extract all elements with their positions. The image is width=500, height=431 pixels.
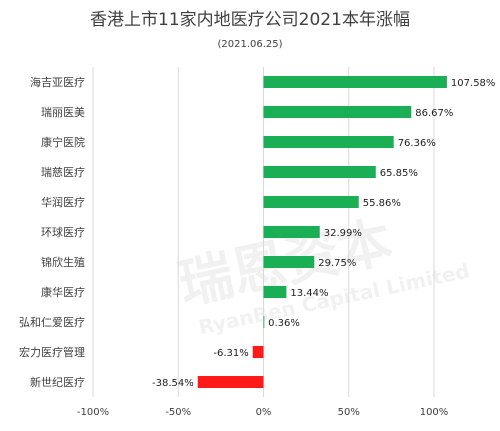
x-tick-label: -100% bbox=[77, 407, 109, 418]
bars bbox=[197, 76, 447, 388]
category-label: 新世纪医疗 bbox=[30, 375, 85, 389]
bar bbox=[263, 76, 447, 88]
bar bbox=[197, 376, 264, 388]
bar bbox=[263, 136, 394, 148]
category-label: 锦欣生殖 bbox=[41, 255, 85, 269]
category-label: 弘和仁爱医疗 bbox=[19, 315, 85, 329]
category-label: 海吉亚医疗 bbox=[30, 75, 85, 89]
data-label: 55.86% bbox=[363, 198, 401, 209]
x-axis-ticks: -100% -50% 0% 50% 100% bbox=[77, 407, 448, 418]
category-label: 环球医疗 bbox=[41, 225, 85, 239]
category-label: 宏力医疗管理 bbox=[19, 345, 85, 359]
bar bbox=[263, 316, 265, 328]
category-label: 康宁医院 bbox=[41, 135, 85, 149]
data-label: 107.58% bbox=[451, 78, 496, 89]
category-label: 瑞丽医美 bbox=[41, 105, 85, 119]
data-label: 32.99% bbox=[324, 228, 362, 239]
data-label: 0.36% bbox=[268, 318, 300, 329]
data-labels: 107.58% 86.67% 76.36% 65.85% 55.86% 32.99% 29.… bbox=[152, 78, 495, 389]
x-tick-label: 50% bbox=[338, 407, 360, 418]
category-label: 康华医疗 bbox=[41, 285, 85, 299]
bar bbox=[263, 166, 376, 178]
chart-subtitle: (2021.06.25) bbox=[217, 39, 282, 50]
bar bbox=[263, 256, 315, 268]
data-label: -38.54% bbox=[152, 378, 194, 389]
data-label: 29.75% bbox=[318, 258, 356, 269]
bar bbox=[252, 346, 264, 358]
bar bbox=[263, 286, 287, 298]
bar bbox=[263, 196, 359, 208]
chart-title: 香港上市11家内地医疗公司2021本年涨幅 bbox=[90, 10, 410, 30]
category-label: 瑞慈医疗 bbox=[41, 165, 85, 179]
data-label: 65.85% bbox=[380, 168, 418, 179]
bar bbox=[263, 226, 320, 238]
x-tick-label: 100% bbox=[420, 407, 449, 418]
data-label: 13.44% bbox=[290, 288, 328, 299]
data-label: -6.31% bbox=[213, 348, 248, 359]
x-tick-label: 0% bbox=[256, 407, 272, 418]
bar bbox=[263, 106, 412, 118]
x-tick-label: -50% bbox=[165, 407, 191, 418]
data-label: 76.36% bbox=[398, 138, 436, 149]
data-label: 86.67% bbox=[415, 108, 453, 119]
category-label: 华润医疗 bbox=[41, 195, 85, 209]
category-labels: 海吉亚医疗瑞丽医美康宁医院瑞慈医疗华润医疗环球医疗锦欣生殖康华医疗弘和仁爱医疗宏… bbox=[19, 75, 85, 389]
